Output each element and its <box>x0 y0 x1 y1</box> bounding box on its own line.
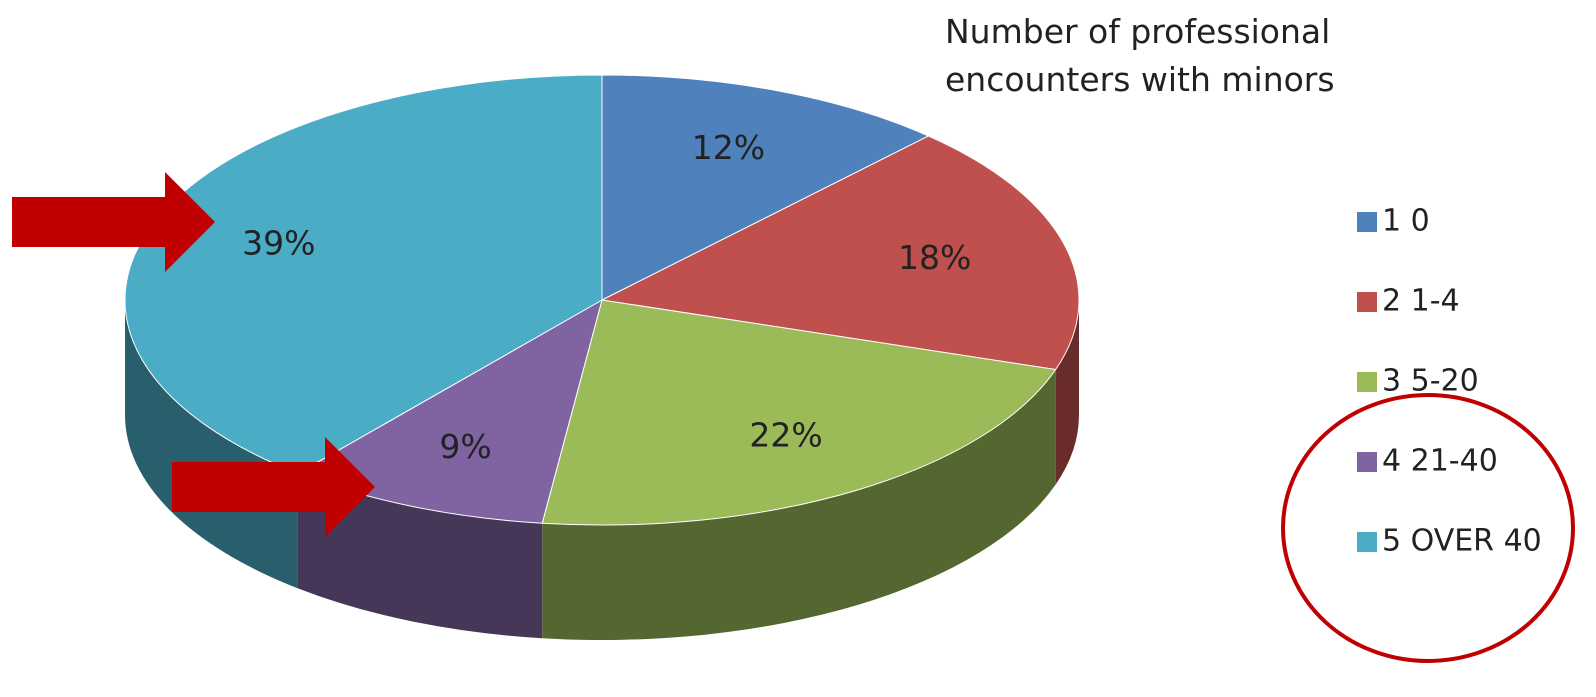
pie-sides <box>125 300 1079 640</box>
legend: 1 0 2 1-4 3 5-20 4 21-40 5 OVER 40 <box>1357 204 1542 559</box>
arrow <box>12 172 215 272</box>
data-label: 9% <box>439 427 491 466</box>
legend-label: 4 21-40 <box>1382 444 1498 479</box>
data-label: 18% <box>898 238 971 277</box>
annotations <box>12 172 1575 663</box>
legend-label: 2 1-4 <box>1382 284 1460 319</box>
slice-side <box>1055 300 1079 485</box>
chart-title: Number of professional encounters with m… <box>945 12 1335 99</box>
slice <box>601 74 930 301</box>
slice <box>541 299 1057 526</box>
legend-label: 5 OVER 40 <box>1382 524 1542 559</box>
data-label: 39% <box>242 224 315 263</box>
pie-labels: 12% 18% 22% 9% 39% <box>242 128 971 466</box>
legend-swatch <box>1357 372 1377 392</box>
legend-label: 3 5-20 <box>1382 364 1479 399</box>
data-label: 12% <box>692 128 765 167</box>
slice-side <box>125 300 298 589</box>
arrow <box>172 437 375 537</box>
highlight-circle <box>1281 393 1575 663</box>
legend-label: 1 0 <box>1382 204 1430 239</box>
pie-tops <box>124 74 1080 526</box>
slice-side <box>297 473 543 639</box>
legend-swatch <box>1357 292 1377 312</box>
data-label: 22% <box>749 415 822 454</box>
legend-swatch <box>1357 452 1377 472</box>
legend-swatch <box>1357 212 1377 232</box>
slice-side <box>542 369 1056 640</box>
slice <box>600 135 1080 371</box>
legend-swatch <box>1357 532 1377 552</box>
